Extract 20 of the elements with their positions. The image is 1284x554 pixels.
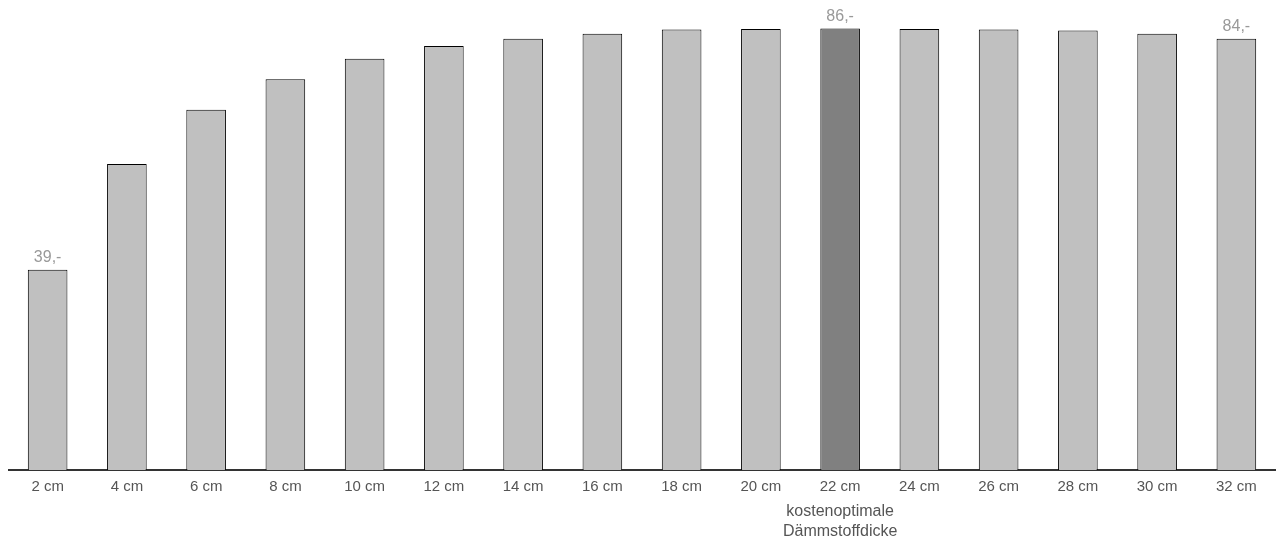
x-tick-label: 14 cm (502, 477, 544, 495)
x-tick-label: 20 cm (740, 477, 782, 495)
x-tick-label: 22 cm (819, 477, 861, 495)
x-tick-label: 8 cm (269, 477, 302, 495)
text: kostenoptimale Dämmstoffdicke (782, 502, 898, 540)
x-tick-label: 18 cm (661, 477, 703, 495)
x-tick-label: 2 cm (31, 477, 64, 495)
x-tick-label: 4 cm (110, 477, 144, 495)
x-tick-label: 12 cm (423, 477, 465, 495)
data-label: 86,- (826, 6, 854, 24)
x-tick-label: 24 cm (898, 477, 940, 495)
x-tick-label: 16 cm (581, 477, 623, 495)
data-label: 84,- (1222, 17, 1251, 35)
x-tick-label: 28 cm (1057, 477, 1099, 495)
x-tick-label: 10 cm (344, 477, 386, 495)
x-tick-label: 30 cm (1136, 477, 1178, 495)
x-tick-label: 32 cm (1215, 477, 1257, 495)
data-label: 39,- (33, 248, 62, 266)
x-tick-label: 26 cm (978, 477, 1020, 495)
x-tick-label: 6 cm (189, 477, 223, 495)
